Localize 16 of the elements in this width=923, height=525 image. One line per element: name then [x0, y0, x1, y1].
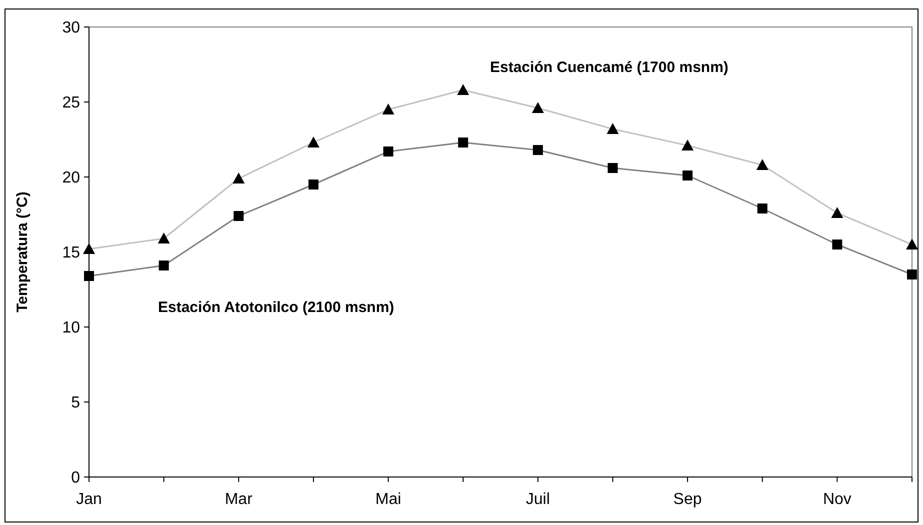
- y-tick-label: 30: [62, 20, 80, 37]
- y-axis-title: Temperatura (°C): [14, 192, 31, 312]
- x-tick-label: Nov: [822, 491, 852, 508]
- x-tick-label: Jan: [76, 491, 102, 508]
- x-tick-label: Juil: [526, 491, 550, 508]
- y-tick-label: 20: [62, 170, 80, 187]
- y-tick-label: 0: [71, 470, 80, 487]
- y-tick-label: 25: [62, 94, 80, 112]
- x-tick-label: Mai: [375, 491, 402, 508]
- series-label: Estación Cuencamé (1700 msnm): [490, 59, 728, 76]
- series-label: Estación Atotonilco (2100 msnm): [158, 299, 394, 316]
- y-tick-label: 5: [71, 394, 80, 412]
- x-tick-label: Sep: [673, 491, 702, 508]
- y-tick-label: 15: [62, 244, 80, 262]
- x-tick-label: Mar: [224, 491, 254, 508]
- y-tick-label: 10: [62, 320, 80, 337]
